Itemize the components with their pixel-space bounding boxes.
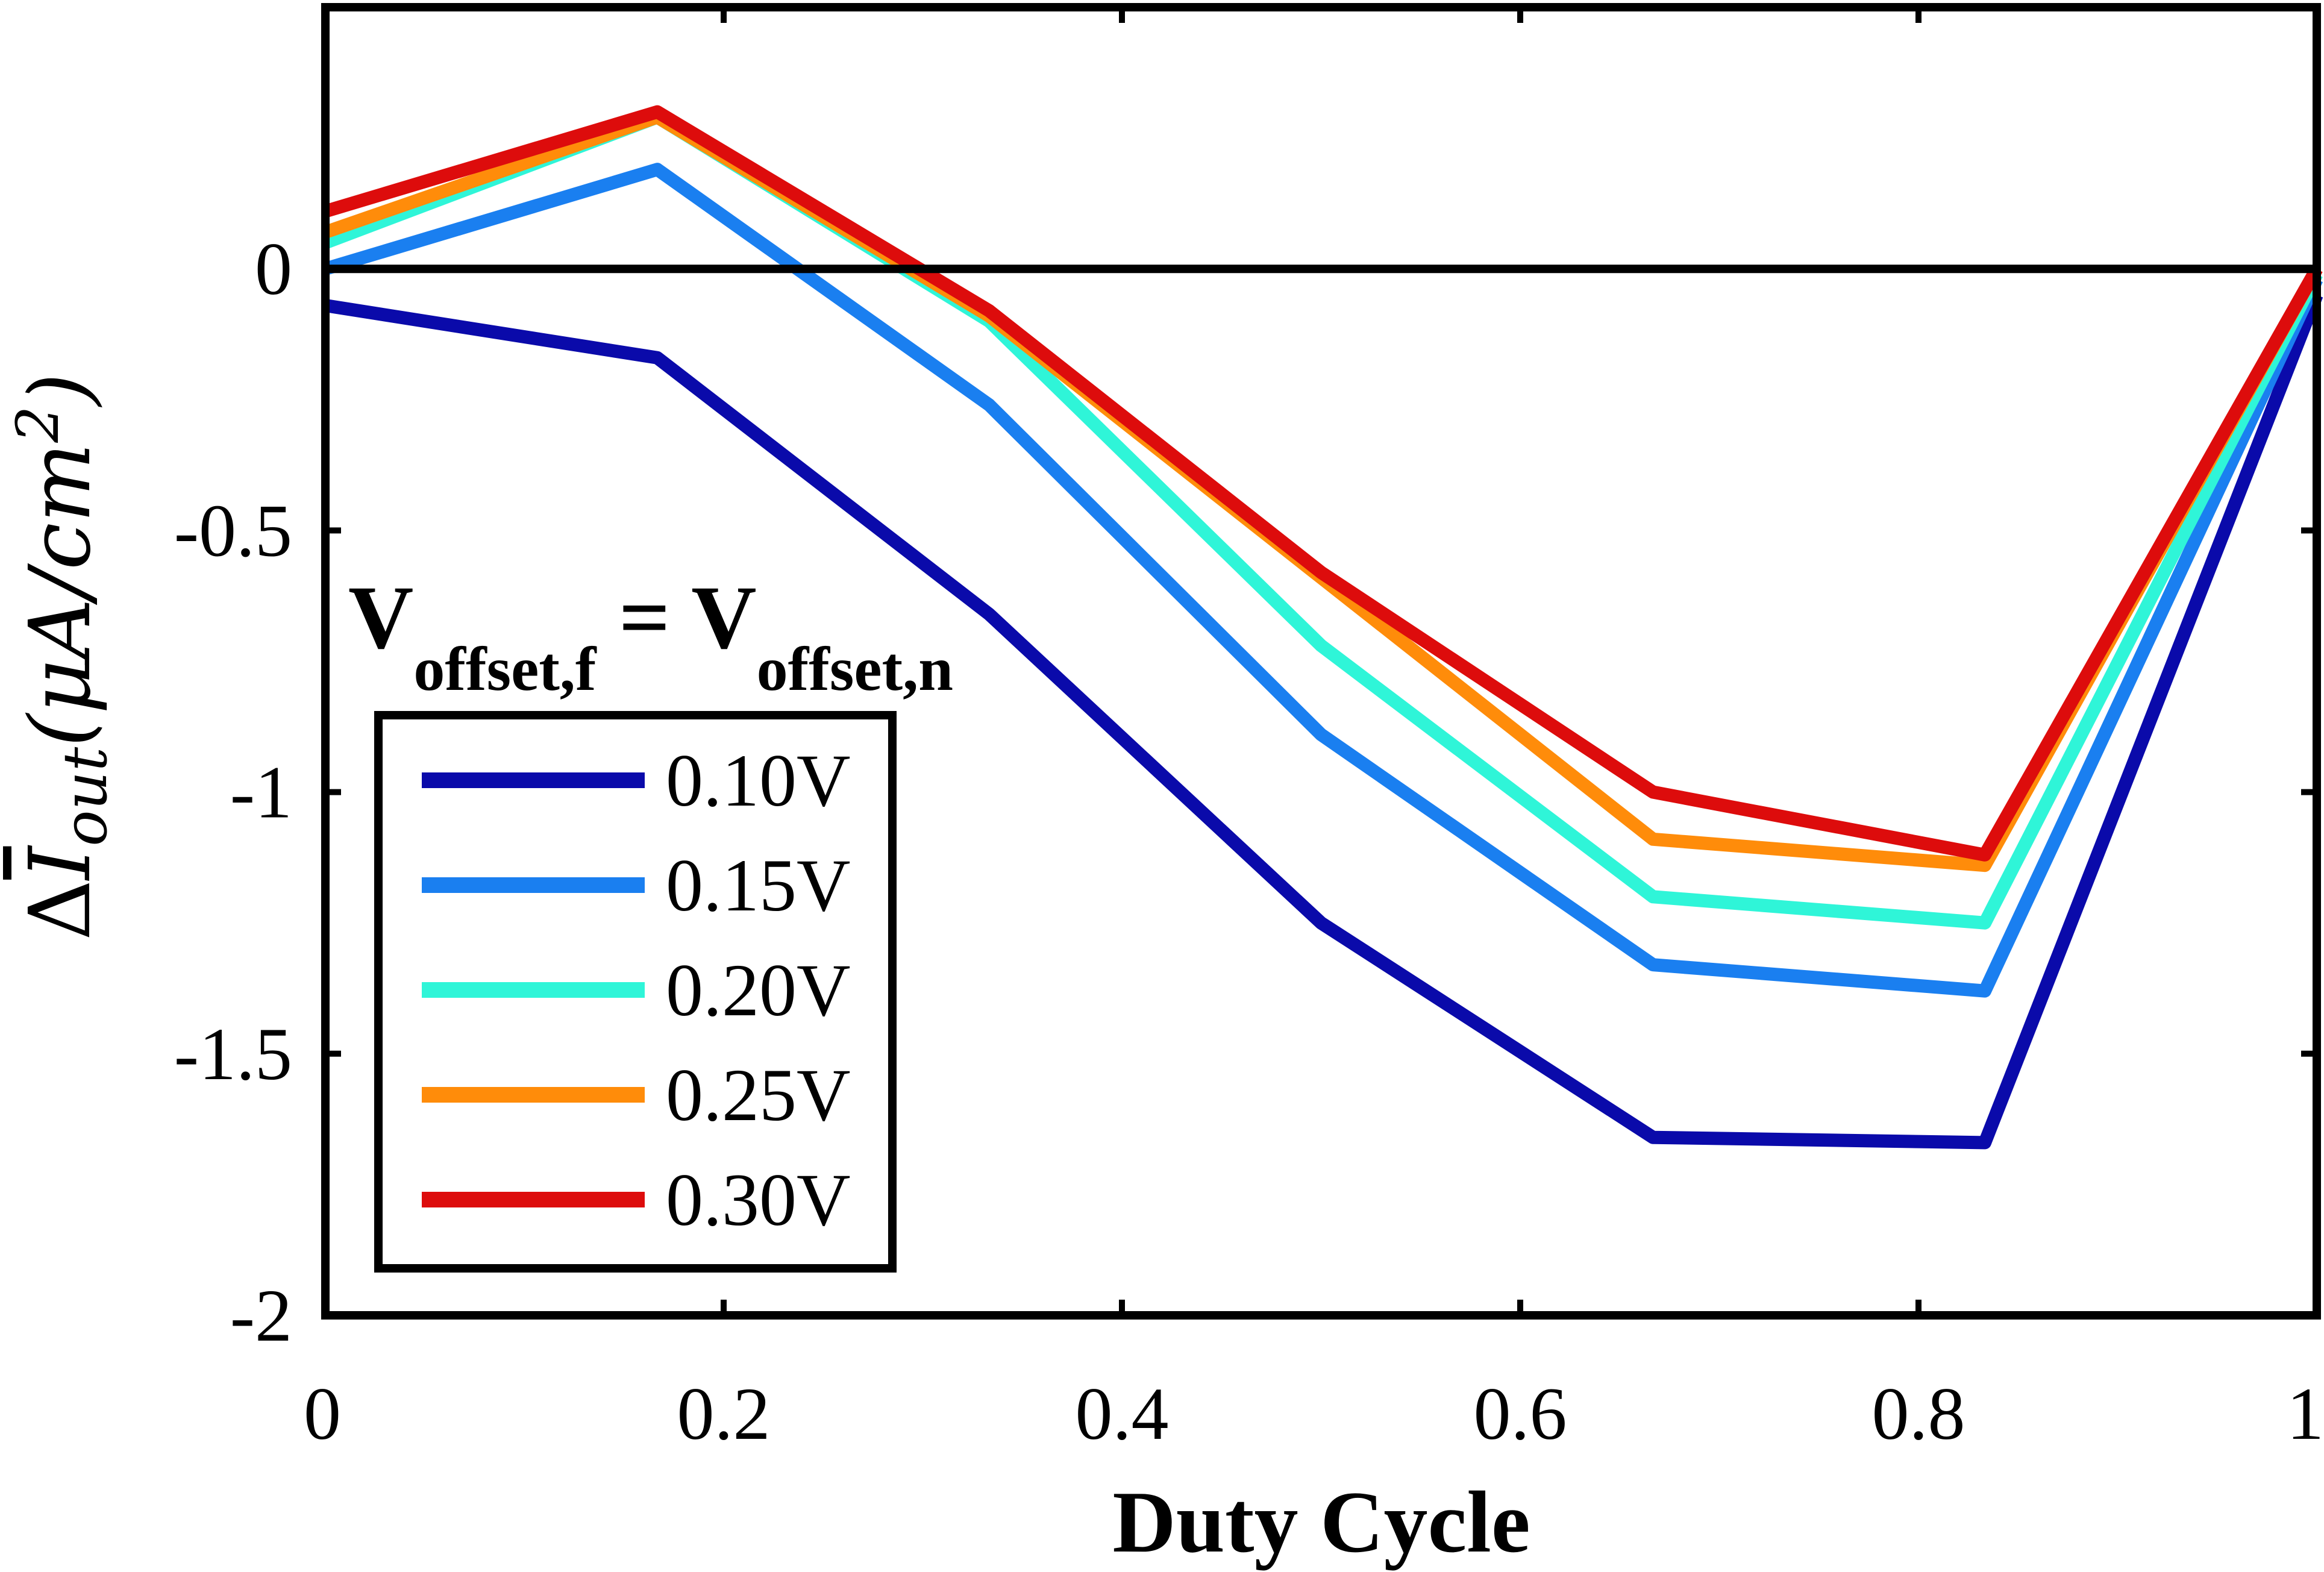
- y-axis-title-symbol: I: [11, 845, 110, 882]
- legend-label: 0.30V: [666, 1159, 851, 1241]
- series-layer: [323, 105, 2323, 1150]
- plot-area-frame: [321, 3, 2321, 1320]
- series-line: [324, 292, 2323, 1150]
- legend-title-equals: =: [597, 568, 692, 668]
- x-tick-label: 0: [304, 1373, 341, 1455]
- series-line: [323, 163, 2323, 998]
- x-tick-label: 0.4: [1076, 1373, 1169, 1455]
- x-axis-title: Duty Cycle: [1112, 1473, 1530, 1571]
- legend-entries: 0.10V 0.15V 0.20V 0.25V 0.30V: [422, 739, 851, 1241]
- y-tick-label: -0.5: [174, 489, 292, 572]
- y-axis-title-unit: (μA/cm: [11, 443, 110, 747]
- y-axis-title-subscript: out: [50, 747, 121, 847]
- series-line: [323, 105, 2323, 862]
- x-tick-labels: 0 0.2 0.4 0.6 0.8 1: [304, 1373, 2324, 1455]
- y-tick-label: -1.5: [174, 1013, 292, 1095]
- x-tick-label: 1: [2287, 1373, 2324, 1455]
- legend-label: 0.10V: [666, 739, 851, 822]
- legend-label: 0.20V: [666, 949, 851, 1032]
- legend-title-lhs-subscript: offset,f: [413, 634, 597, 704]
- y-axis-title-delta: Δ: [11, 880, 110, 941]
- x-tick-label: 0.6: [1474, 1373, 1567, 1455]
- legend-title-rhs-subscript: offset,n: [757, 634, 953, 704]
- legend-title-rhs: V: [691, 568, 756, 668]
- y-tick-label: -2: [230, 1274, 292, 1357]
- x-tick-label: 0.2: [677, 1373, 771, 1455]
- legend: 0.10V 0.15V 0.20V 0.25V 0.30V: [374, 711, 897, 1273]
- x-tick-label: 0.8: [1872, 1373, 1965, 1455]
- legend-title-lhs: V: [348, 568, 413, 668]
- y-axis-title-unit-close: ): [11, 373, 110, 408]
- y-tick-label: 0: [255, 228, 292, 310]
- legend-label: 0.15V: [666, 844, 851, 927]
- y-axis-title: ΔIout(μA/cm2): [4, 373, 121, 941]
- legend-title: Voffset,f = Voffset,n: [348, 568, 953, 704]
- legend-label: 0.25V: [666, 1054, 851, 1136]
- y-tick-labels: -2 -1.5 -1 -0.5 0: [174, 228, 292, 1357]
- y-axis-title-unit-exponent: 2: [4, 406, 72, 443]
- y-tick-label: -1: [230, 751, 292, 834]
